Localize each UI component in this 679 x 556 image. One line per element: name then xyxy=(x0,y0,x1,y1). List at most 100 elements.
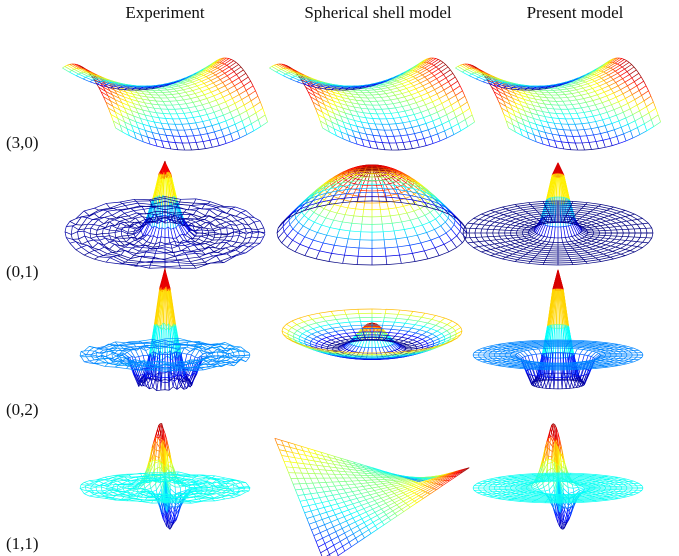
mesh-line xyxy=(199,85,207,89)
mesh-line xyxy=(557,86,565,89)
mesh-line xyxy=(420,82,424,87)
mesh-line xyxy=(411,109,415,115)
mesh-line xyxy=(405,70,409,73)
mesh-line xyxy=(454,76,458,82)
mesh-line xyxy=(216,58,220,61)
mesh-line xyxy=(311,80,319,83)
mesh-line xyxy=(234,99,242,104)
mesh-line xyxy=(306,76,310,78)
mesh-line xyxy=(75,249,85,256)
mesh-line xyxy=(218,120,226,124)
mesh-line xyxy=(375,141,383,144)
mesh-line xyxy=(164,267,181,269)
mesh-line xyxy=(194,74,202,78)
mesh-line xyxy=(552,133,560,136)
mesh-line xyxy=(414,64,418,67)
mesh-line xyxy=(623,130,631,135)
mesh-line xyxy=(159,85,167,88)
mesh-line xyxy=(397,85,405,89)
mesh-line xyxy=(185,254,189,259)
mesh-line xyxy=(593,114,601,117)
mesh-line xyxy=(613,129,618,137)
mesh-line xyxy=(253,242,261,248)
mesh-line xyxy=(445,72,454,79)
mesh-line xyxy=(395,142,399,151)
mesh-line xyxy=(232,114,240,119)
mesh-line xyxy=(380,185,384,191)
mesh-line xyxy=(434,85,442,90)
mesh-line xyxy=(585,79,593,83)
mesh-line xyxy=(152,132,160,135)
mesh-line xyxy=(496,85,504,89)
mesh-line xyxy=(296,81,305,85)
mesh-line xyxy=(364,196,366,203)
mesh-line xyxy=(150,143,158,147)
mesh-line xyxy=(540,120,548,123)
mesh-line xyxy=(257,227,264,230)
mesh-line xyxy=(405,70,413,75)
mesh-line xyxy=(117,87,121,90)
mesh-line xyxy=(359,86,362,89)
mesh-line xyxy=(629,74,633,79)
mesh-line xyxy=(94,203,107,209)
mesh-line xyxy=(62,67,70,73)
mesh-line xyxy=(224,239,231,242)
mesh-line xyxy=(558,118,562,125)
mesh-line xyxy=(608,85,612,90)
mesh-line xyxy=(354,120,362,123)
mesh-line xyxy=(149,111,157,114)
mesh-line xyxy=(144,114,152,117)
mesh-line xyxy=(193,115,201,118)
mesh-line xyxy=(540,120,544,127)
mesh-line xyxy=(96,233,103,235)
mesh-line xyxy=(549,112,557,114)
mesh-line xyxy=(354,136,362,140)
mesh-line xyxy=(521,118,525,126)
mesh-line xyxy=(564,93,572,95)
mesh-line xyxy=(186,221,192,224)
mesh-line xyxy=(423,138,427,146)
mesh-line xyxy=(93,213,100,219)
mesh-line xyxy=(457,66,465,71)
mesh-line xyxy=(200,220,206,223)
mesh-line xyxy=(153,121,158,128)
mesh-line xyxy=(271,66,279,71)
mesh-line xyxy=(208,78,212,81)
mesh-line xyxy=(115,127,123,133)
mesh-line xyxy=(243,80,251,87)
mesh-line xyxy=(423,57,432,63)
mesh-line xyxy=(612,69,616,72)
mesh-line xyxy=(406,115,410,122)
mesh-line xyxy=(498,102,502,109)
mesh-line xyxy=(441,99,449,104)
mesh-line xyxy=(507,111,511,119)
mesh-line xyxy=(89,233,92,239)
mesh-line xyxy=(290,71,298,76)
mesh-line xyxy=(133,115,141,119)
mesh-line xyxy=(239,90,247,95)
mesh-line xyxy=(342,97,350,100)
mesh-line xyxy=(198,127,206,130)
mesh-line xyxy=(407,133,415,136)
mesh-line xyxy=(209,241,216,244)
mesh-line xyxy=(507,90,511,95)
mesh-line xyxy=(133,86,137,89)
mesh-line xyxy=(553,97,557,102)
mesh-line xyxy=(229,74,237,80)
mesh-line xyxy=(111,239,115,242)
mesh-line xyxy=(190,98,194,103)
mesh-line xyxy=(339,93,343,98)
mesh-line xyxy=(431,81,440,87)
mesh-line xyxy=(493,91,497,97)
mesh-line xyxy=(226,140,234,144)
mesh-line xyxy=(191,128,199,130)
mesh-line xyxy=(402,104,410,107)
mesh-line xyxy=(95,230,98,235)
mesh-line xyxy=(186,117,194,119)
mesh-line xyxy=(176,89,184,92)
mesh-line xyxy=(535,123,543,127)
mesh-line xyxy=(130,98,138,102)
mesh-line xyxy=(506,84,509,87)
mesh-line xyxy=(448,120,452,128)
mesh-line xyxy=(94,256,99,260)
